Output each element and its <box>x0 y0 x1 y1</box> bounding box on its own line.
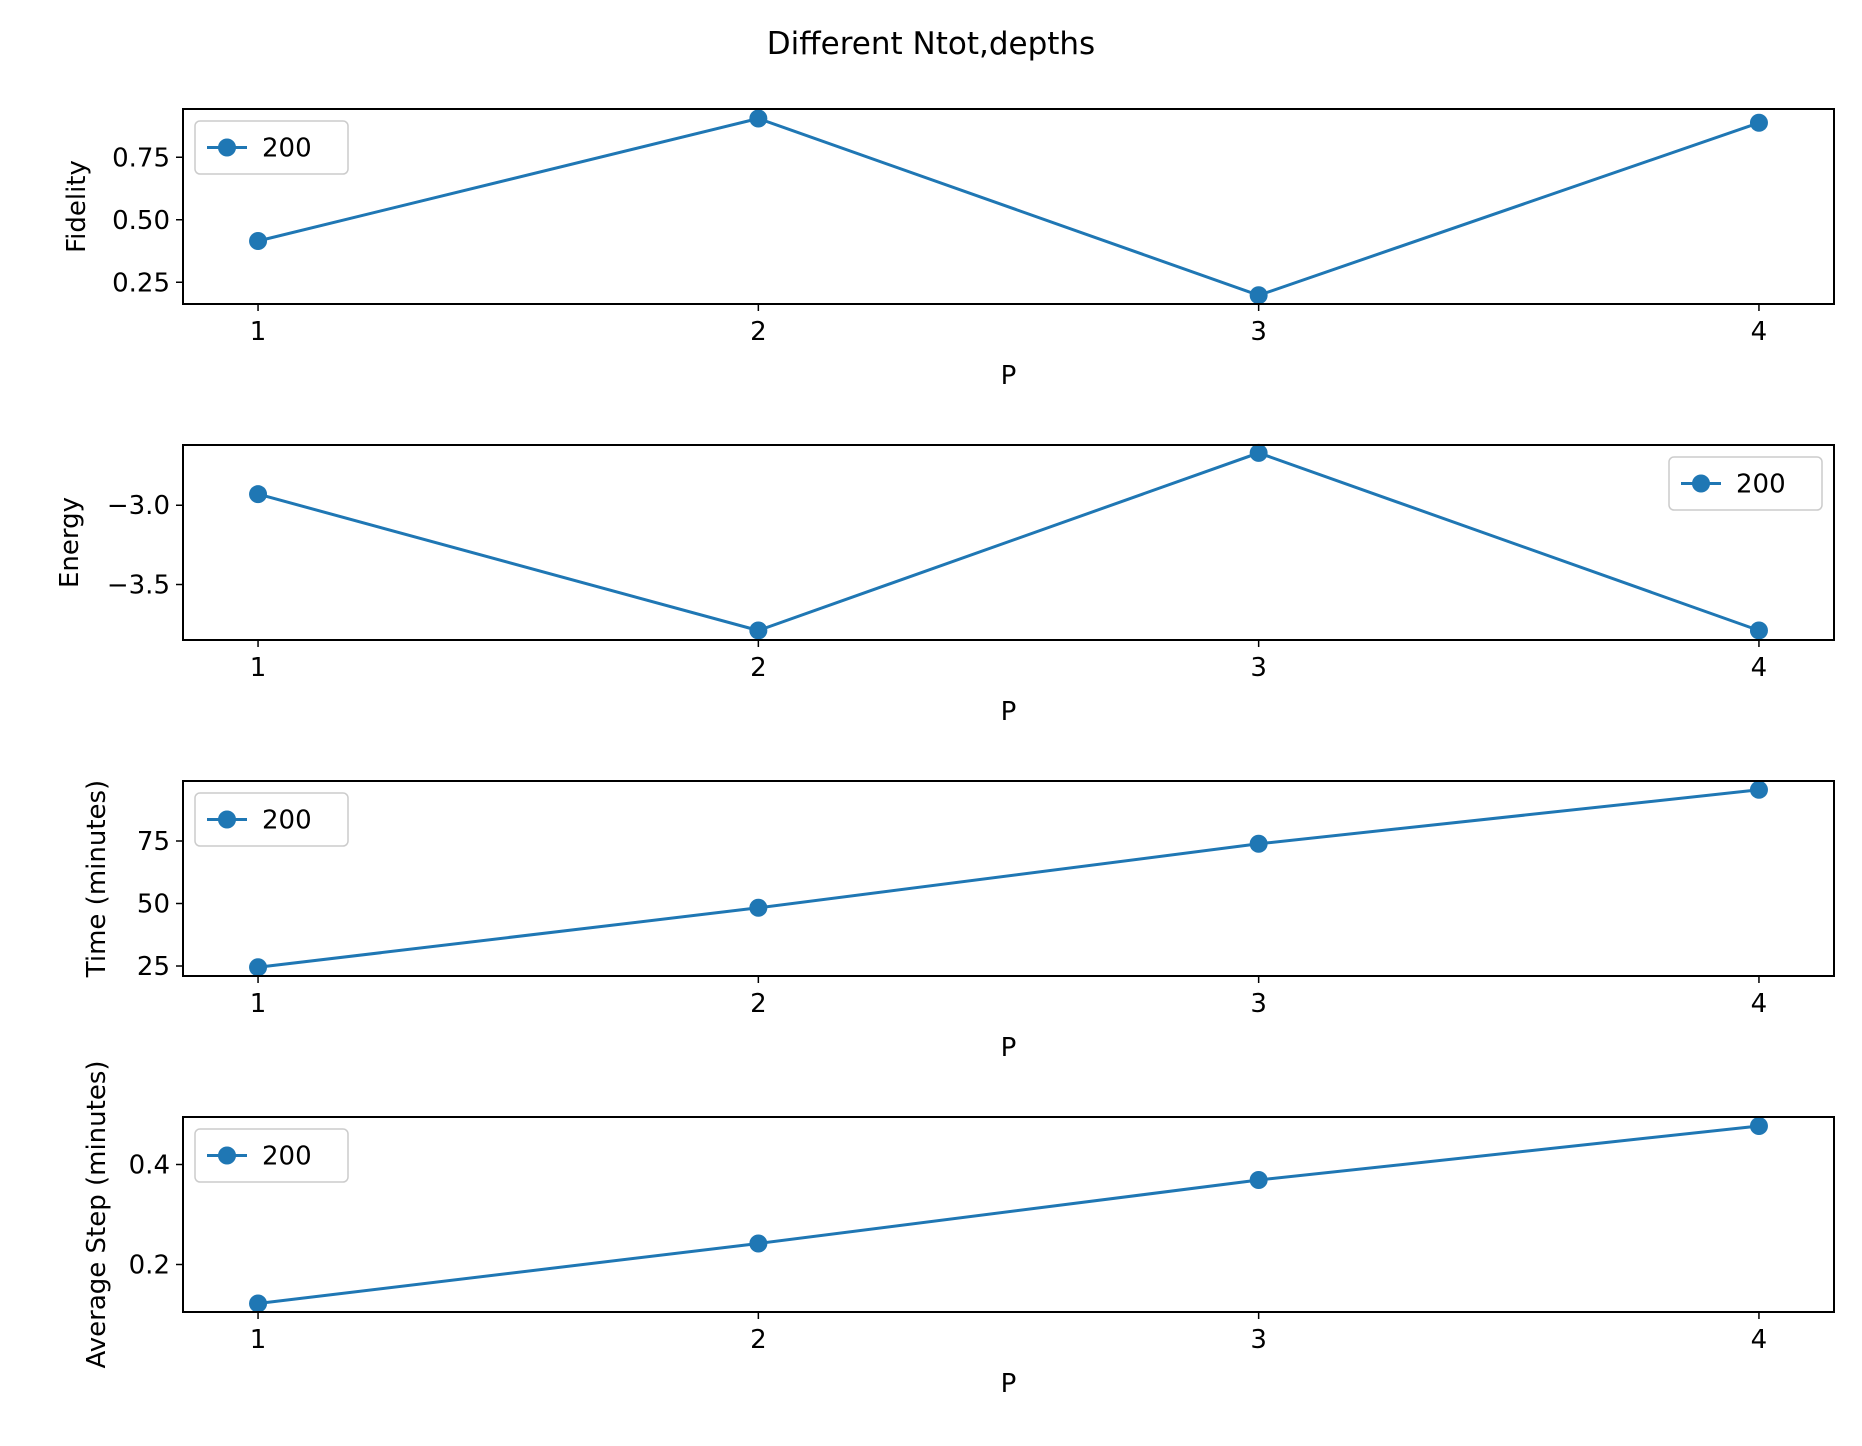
y-axis-label: Energy <box>55 497 85 588</box>
y-tick-label: 25 <box>137 952 170 982</box>
legend: 200 <box>194 1128 349 1183</box>
legend-label: 200 <box>262 134 312 164</box>
legend: 200 <box>194 792 349 847</box>
x-tick-label: 1 <box>250 1325 267 1355</box>
legend-label: 200 <box>262 1142 312 1172</box>
y-tick-label: −3.0 <box>107 491 170 521</box>
series-line-3 <box>257 788 1760 969</box>
legend-box <box>194 792 349 847</box>
series-line-2 <box>257 451 1760 633</box>
x-tick-label: 1 <box>250 653 267 683</box>
y-axis-label: Fidelity <box>62 160 92 253</box>
data-point <box>1249 1171 1268 1189</box>
data-point <box>1749 113 1768 132</box>
subplot-2: 1 2 3 4 −3.0 −3.5 P Energy 200 <box>55 443 1835 727</box>
data-point <box>249 232 268 250</box>
axes-frame <box>182 444 1835 641</box>
data-point <box>1249 834 1268 853</box>
x-tick-label: 4 <box>1751 317 1768 347</box>
data-point <box>1249 286 1268 305</box>
x-axis-label: P <box>1001 697 1017 727</box>
legend-marker <box>218 138 236 157</box>
data-point <box>749 621 768 640</box>
x-tick-label: 3 <box>1250 989 1267 1019</box>
legend-label: 200 <box>1736 470 1786 500</box>
x-tick-label: 4 <box>1751 653 1768 683</box>
x-tick-label: 2 <box>750 317 767 347</box>
data-point <box>249 958 268 977</box>
legend-box <box>194 120 349 175</box>
x-tick-label: 1 <box>250 989 267 1019</box>
subplots: 1 2 3 4 0.25 0.50 0.75 P Fidelity 200 1 2 3 4 −3.0 −3.5… <box>55 108 1835 1399</box>
axes-frame <box>182 780 1835 977</box>
figure-title: Different Ntot,depths <box>767 26 1095 62</box>
y-tick-label: 0.50 <box>112 206 170 236</box>
data-point <box>749 1234 768 1253</box>
y-tick-label: 50 <box>137 890 170 920</box>
subplot-4: 1 2 3 4 0.2 0.4 P Average Step (minutes) 200 <box>82 1060 1835 1399</box>
legend-marker <box>218 810 236 829</box>
y-axis-label: Average Step (minutes) <box>82 1060 112 1368</box>
legend-marker <box>1692 474 1710 493</box>
data-point <box>749 898 768 917</box>
x-tick-label: 3 <box>1250 317 1267 347</box>
y-tick-label: 0.25 <box>112 268 170 298</box>
x-tick-label: 2 <box>750 653 767 683</box>
x-tick-label: 3 <box>1250 1325 1267 1355</box>
y-tick-label: −3.5 <box>107 571 170 601</box>
x-tick-label: 4 <box>1751 989 1768 1019</box>
series-line-4 <box>257 1124 1760 1305</box>
x-axis-label: P <box>1001 1369 1017 1399</box>
legend: 200 <box>1668 456 1823 511</box>
data-point <box>1249 443 1268 462</box>
data-point <box>1749 780 1768 799</box>
x-axis-label: P <box>1001 361 1017 391</box>
data-point <box>1749 1117 1768 1135</box>
subplot-3: 1 2 3 4 25 50 75 P Time (minutes) 200 <box>82 780 1835 1063</box>
legend-label: 200 <box>262 806 312 836</box>
x-tick-label: 4 <box>1751 1325 1768 1355</box>
x-tick-label: 1 <box>250 317 267 347</box>
data-point <box>249 1294 268 1313</box>
legend-marker <box>218 1146 236 1165</box>
y-axis-label: Time (minutes) <box>82 780 112 978</box>
x-axis-label: P <box>1001 1033 1017 1063</box>
legend-box <box>1668 456 1823 511</box>
data-point <box>1749 621 1768 640</box>
y-tick-label: 0.4 <box>129 1151 170 1181</box>
series-line-1 <box>257 116 1760 297</box>
axes-frame <box>182 108 1835 305</box>
x-tick-label: 3 <box>1250 653 1267 683</box>
subplot-1: 1 2 3 4 0.25 0.50 0.75 P Fidelity 200 <box>62 108 1835 391</box>
data-point <box>249 485 268 504</box>
y-tick-label: 0.75 <box>112 143 170 173</box>
y-tick-label: 0.2 <box>129 1251 170 1281</box>
y-tick-label: 75 <box>137 827 170 857</box>
legend: 200 <box>194 120 349 175</box>
x-tick-label: 2 <box>750 1325 767 1355</box>
legend-box <box>194 1128 349 1183</box>
data-point <box>749 109 768 128</box>
x-tick-label: 2 <box>750 989 767 1019</box>
axes-frame <box>182 1116 1835 1313</box>
